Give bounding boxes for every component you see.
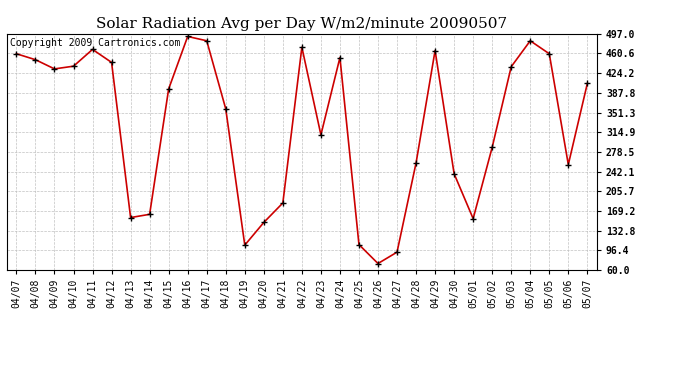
Text: Copyright 2009 Cartronics.com: Copyright 2009 Cartronics.com [10,39,180,48]
Title: Solar Radiation Avg per Day W/m2/minute 20090507: Solar Radiation Avg per Day W/m2/minute … [97,17,507,31]
